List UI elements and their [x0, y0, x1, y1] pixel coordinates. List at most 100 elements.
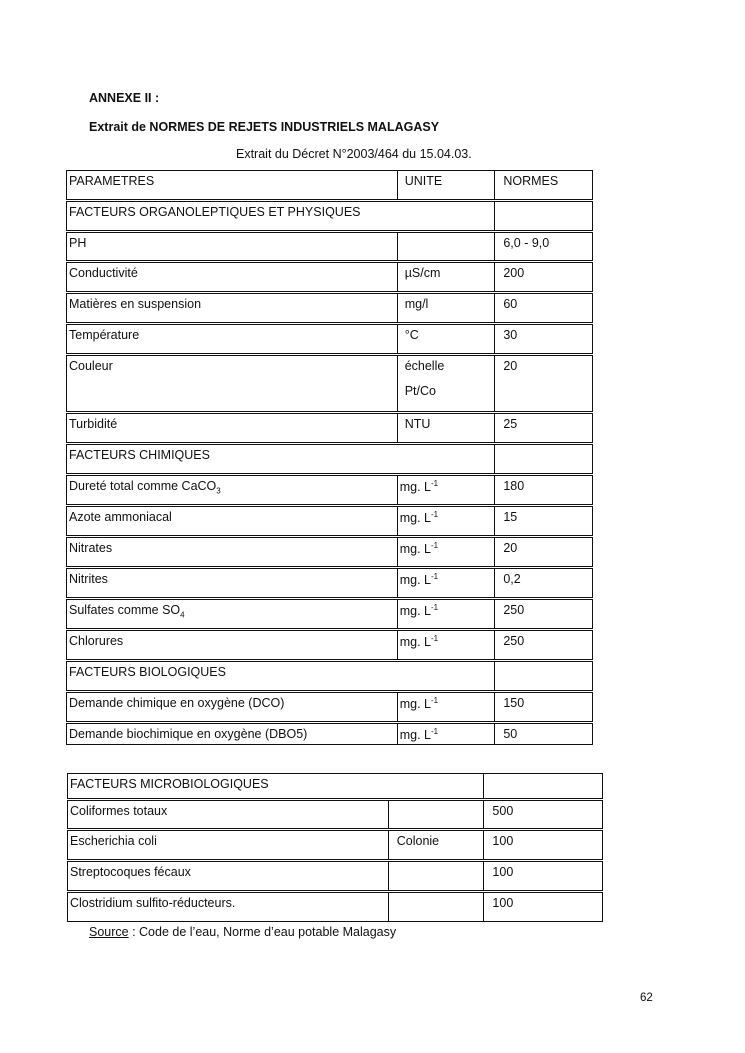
parameter-name: Nitrates — [69, 541, 113, 555]
parameter-cell: Azote ammoniacal — [67, 507, 398, 535]
norm-value: 500 — [492, 804, 514, 818]
norm-cell: 20 — [495, 356, 592, 411]
unit-cell: mg. L-1 — [398, 507, 496, 535]
table-row: Conductivité µS/cm 200 — [66, 262, 593, 292]
section-label: FACTEURS MICROBIOLOGIQUES — [70, 777, 269, 791]
parameter-cell: Escherichia coli — [68, 831, 389, 859]
table-row: PH 6,0 - 9,0 — [66, 232, 593, 261]
parameter-name: Demande biochimique en oxygène (DBO5) — [69, 727, 308, 741]
parameter-name: Demande chimique en oxygène (DCO) — [69, 696, 285, 710]
source-label: Source — [89, 925, 129, 939]
norm-value: 6,0 - 9,0 — [503, 236, 550, 250]
table-row: Escherichia coli Colonie 100 — [67, 830, 603, 860]
section-label: FACTEURS BIOLOGIQUES — [69, 665, 226, 679]
parameter-name: Dureté total comme CaCO — [69, 479, 217, 493]
unit: µS/cm — [404, 266, 441, 280]
table-row: Nitrates mg. L-1 20 — [66, 537, 593, 567]
norm-value: 100 — [492, 834, 514, 848]
norm-cell: 100 — [484, 862, 602, 890]
unit-exponent: -1 — [430, 541, 439, 550]
norm-cell: NORMES — [495, 171, 592, 199]
norm-cell: 60 — [495, 294, 592, 322]
parameter-name: Couleur — [69, 359, 113, 373]
unit: UNITE — [404, 174, 443, 188]
unit-exponent: -1 — [430, 603, 439, 612]
section-row: FACTEURS CHIMIQUES — [66, 444, 593, 474]
table-row: Turbidité NTU 25 — [66, 413, 593, 443]
parameter-name: Sulfates comme SO — [69, 603, 181, 617]
unit-cell — [389, 862, 485, 890]
unit-exponent: -1 — [430, 572, 439, 581]
page-number: 62 — [640, 992, 653, 1004]
unit-cell: mg/l — [398, 294, 496, 322]
norm-cell — [495, 202, 592, 230]
norm-value: 250 — [503, 634, 525, 648]
norm-value: 100 — [492, 865, 514, 879]
unit-cell: mg. L-1 — [398, 476, 496, 504]
unit-cell: mg. L-1 — [398, 693, 496, 721]
unit: mg. L — [399, 511, 431, 526]
unit-cell: mg. L-1 — [398, 600, 496, 628]
unit-cell: mg. L-1 — [398, 569, 496, 597]
unit: mg. L — [399, 542, 431, 557]
unit-cell: échelle Pt/Co — [398, 356, 496, 411]
norm-value: 180 — [503, 479, 525, 493]
table-row: Nitrites mg. L-1 0,2 — [66, 568, 593, 598]
unit: NTU — [404, 417, 431, 431]
parameter-name: Chlorures — [69, 634, 124, 648]
parameter-cell: Couleur — [67, 356, 398, 411]
parameter-cell: Chlorures — [67, 631, 398, 659]
unit-exponent: -1 — [430, 696, 439, 705]
norm-cell: 6,0 - 9,0 — [495, 233, 592, 260]
unit: mg. L — [399, 604, 431, 619]
norm-value: 150 — [503, 696, 525, 710]
unit-cell: mg. L-1 — [398, 631, 496, 659]
unit: échelle — [404, 359, 445, 373]
parameter-cell: Dureté total comme CaCO3 — [67, 476, 398, 504]
norm-value: 15 — [503, 510, 518, 524]
section-label: FACTEURS ORGANOLEPTIQUES ET PHYSIQUES — [69, 205, 361, 219]
source-note: Source : Code de l’eau, Norme d’eau pota… — [89, 925, 396, 939]
parameter-name: Azote ammoniacal — [69, 510, 172, 524]
unit-exponent: -1 — [430, 510, 439, 519]
unit: mg/l — [404, 297, 429, 311]
parameter-cell: Nitrates — [67, 538, 398, 566]
parameter-name: Escherichia coli — [70, 834, 157, 848]
table-row: Dureté total comme CaCO3 mg. L-1 180 — [66, 475, 593, 505]
norm-cell: 500 — [484, 801, 602, 828]
parameter-name: Nitrites — [69, 572, 108, 586]
unit: Colonie — [396, 834, 440, 848]
norm-cell: 15 — [495, 507, 592, 535]
table-row: Sulfates comme SO4 mg. L-1 250 — [66, 599, 593, 629]
unit: mg. L — [399, 573, 431, 588]
parameter-cell: Conductivité — [67, 263, 398, 291]
parameter-cell: Sulfates comme SO4 — [67, 600, 398, 628]
norm-cell: 100 — [484, 893, 602, 921]
norm-cell: 250 — [495, 600, 592, 628]
norm-value: 30 — [503, 328, 518, 342]
unit-cell — [389, 801, 485, 828]
section-label: FACTEURS CHIMIQUES — [69, 448, 210, 462]
norm-value: 50 — [503, 727, 518, 741]
norm-cell: 0,2 — [495, 569, 592, 597]
unit-cell: mg. L-1 — [398, 724, 496, 744]
norm-cell: 30 — [495, 325, 592, 353]
unit-exponent: -1 — [430, 634, 439, 643]
norm-cell: 50 — [495, 724, 592, 744]
parameter-name: Matières en suspension — [69, 297, 202, 311]
norm-cell: 100 — [484, 831, 602, 859]
section-row: FACTEURS BIOLOGIQUES — [66, 661, 593, 691]
table-row: Température °C 30 — [66, 324, 593, 354]
table-header-row: PARAMETRES UNITE NORMES — [66, 170, 593, 200]
norm-cell: 20 — [495, 538, 592, 566]
unit: mg. L — [399, 480, 431, 495]
norm-value: 0,2 — [503, 572, 521, 586]
norm-value: 20 — [503, 359, 518, 373]
parameter-cell: PARAMETRES — [67, 171, 398, 199]
unit-line2: Pt/Co — [404, 384, 436, 398]
norm-value: 60 — [503, 297, 518, 311]
table-row: Matières en suspension mg/l 60 — [66, 293, 593, 323]
parameter-cell: Matières en suspension — [67, 294, 398, 322]
parameter-name: Température — [69, 328, 140, 342]
section-label-cell: FACTEURS CHIMIQUES — [67, 445, 496, 473]
